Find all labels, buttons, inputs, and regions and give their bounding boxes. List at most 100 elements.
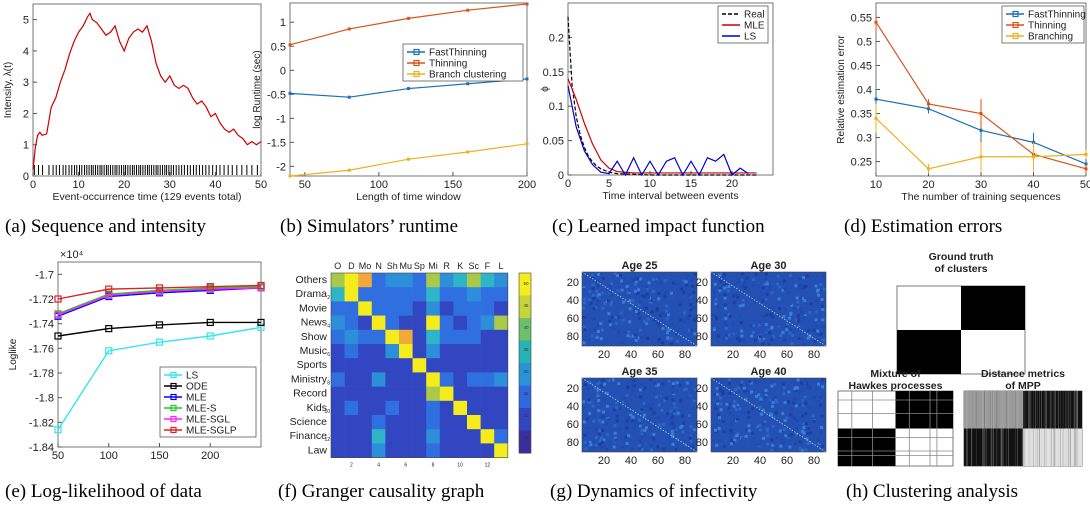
panel-title: Age 40 [750,366,786,378]
heatmap-col-label: Sh [387,261,398,271]
matrix-speckle [665,309,669,313]
matrix-speckle [740,436,744,440]
matrix-speckle [801,326,805,330]
matrix-speckle [767,330,771,334]
matrix-speckle [814,318,818,322]
heatmap-cell [358,386,373,402]
matrix-speckle [601,420,605,424]
y-tick-label-e: -1.8 [35,393,54,405]
matrix-speckle [652,411,656,415]
matrix-speckle [691,445,695,449]
matrix-speckle [643,295,647,299]
data-point-FastThinning [979,128,983,132]
matrix-speckle [745,441,749,445]
matrix-speckle [764,277,768,281]
matrix-speckle [647,405,651,409]
matrix-speckle [636,311,640,315]
x-tick-label-e: 150 [150,450,168,462]
heatmap-cell [467,301,481,316]
heatmap-cell [453,287,468,302]
matrix-speckle [781,382,785,386]
legend-d-entry: Thinning [1028,21,1066,32]
matrix-speckle [605,428,609,432]
cluster-block [895,391,953,429]
matrix-speckle [651,437,655,441]
matrix-speckle [669,409,673,413]
matrix-speckle [794,324,798,328]
matrix-speckle [796,305,800,309]
matrix-speckle [716,304,720,308]
matrix-speckle [607,299,611,303]
heatmap-row-label: Ministry [291,373,328,385]
matrix-speckle [582,400,586,404]
data-point-Branch clustering [407,157,410,161]
heatmap-row-number: 10 [324,409,330,415]
matrix-speckle [614,445,618,449]
matrix-speckle [819,332,823,336]
y-tick-label-c: 0.05 [543,136,564,148]
legend-e-marker [170,404,177,412]
heatmap-cell [358,372,373,387]
heatmap-cell [385,301,400,316]
matrix-speckle [740,334,744,338]
cluster-block [961,286,1025,330]
heatmap-cell [412,443,427,458]
heatmap-row-label: Movie [299,302,327,314]
matrix-speckle [754,379,758,383]
matrix-speckle [646,296,650,300]
matrix-speckle [607,407,611,411]
heatmap-row-number: 6 [327,352,330,358]
heatmap-col-number: 4 [377,463,380,469]
matrix-speckle [797,317,801,321]
matrix-speckle [582,341,586,345]
heatmap-cell [399,429,413,444]
y-tick-label-b: -2 [276,161,286,173]
matrix-speckle [739,384,743,388]
y-tick-label-g: 20 [696,383,708,395]
matrix-speckle [781,411,785,415]
matrix-speckle [607,312,611,316]
matrix-speckle [592,446,596,450]
matrix-speckle [724,333,728,337]
colorbar-tick-label: 20 [523,413,529,418]
heatmap-cell [385,344,400,359]
matrix-speckle [801,414,805,418]
matrix-speckle [721,277,725,281]
matrix-speckle [794,388,798,392]
matrix-speckle [779,444,783,448]
matrix-speckle [727,285,731,289]
matrix-speckle [626,403,630,407]
matrix-speckle [740,380,744,384]
matrix-speckle [592,317,596,321]
series-line-MLE-SGLP [57,284,262,300]
matrix-speckle [620,341,624,345]
matrix-speckle [637,444,641,448]
matrix-speckle [764,323,768,327]
matrix-speckle [742,282,746,286]
matrix-speckle [788,327,792,331]
matrix-speckle [658,423,662,427]
matrix-speckle [787,390,791,394]
matrix-speckle [630,419,634,423]
matrix-speckle [770,290,774,294]
heatmap-cell [494,315,509,331]
data-point-Branch clustering [347,168,351,172]
matrix-speckle [783,305,787,309]
legend-e-marker [170,426,177,434]
matrix-speckle [714,423,718,427]
matrix-speckle [729,428,733,432]
matrix-speckle [820,304,824,308]
heatmap-cell [494,429,509,444]
matrix-speckle [683,403,687,407]
matrix-speckle [597,419,601,423]
matrix-speckle [681,305,685,309]
matrix-speckle [728,408,732,412]
heatmap-col-number: 10 [457,463,463,469]
matrix-speckle [633,333,637,337]
x-tick-label-b: 50 [299,179,311,191]
matrix-speckle [728,401,732,405]
y-tick-label-g: 40 [567,295,579,307]
matrix-speckle [818,288,822,292]
matrix-speckle [602,438,606,442]
matrix-speckle [632,384,636,388]
